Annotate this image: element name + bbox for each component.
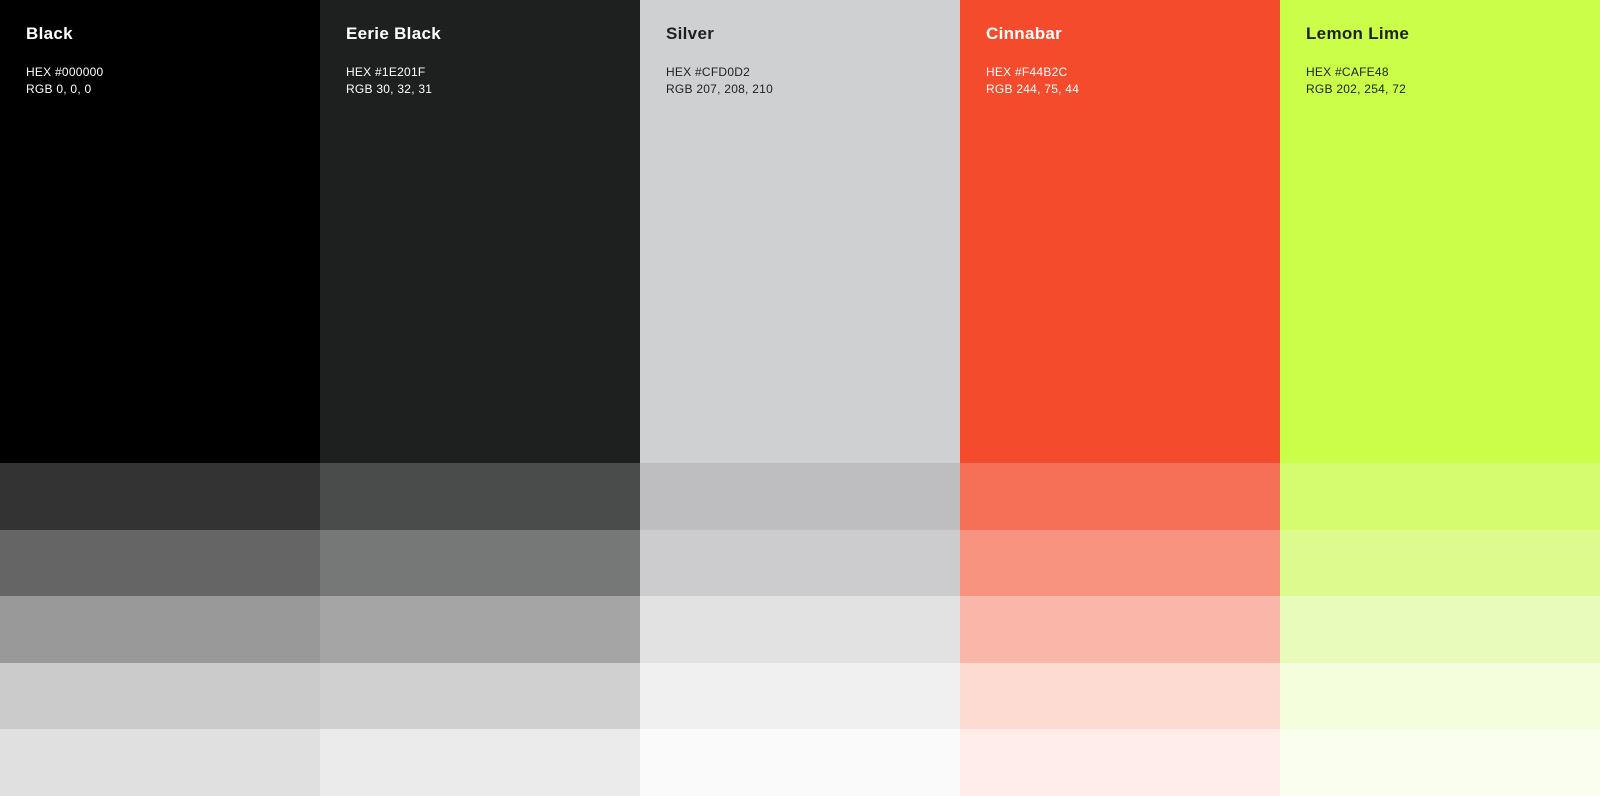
- color-rgb-value: RGB 202, 254, 72: [1306, 82, 1407, 96]
- tint-row: [320, 662, 640, 730]
- tint-row: [640, 463, 960, 530]
- color-rgb-value: RGB 30, 32, 31: [346, 82, 433, 96]
- tint-row: [640, 596, 960, 663]
- tint-row: [320, 529, 640, 597]
- tint-row: [0, 596, 320, 663]
- color-meta: HEX #000000 RGB 0, 0, 0: [26, 64, 294, 98]
- color-meta: HEX #CFD0D2 RGB 207, 208, 210: [666, 64, 934, 98]
- tint-row: [960, 596, 1280, 663]
- tint-row: [320, 463, 640, 530]
- tint-row: [1280, 729, 1600, 796]
- tint-row: [320, 729, 640, 796]
- tint-row: [320, 596, 640, 663]
- swatch-lemon-lime: Lemon Lime HEX #CAFE48 RGB 202, 254, 72: [1280, 0, 1600, 463]
- color-meta: HEX #CAFE48 RGB 202, 254, 72: [1306, 64, 1574, 98]
- tint-row: [960, 529, 1280, 597]
- swatch-cinnabar: Cinnabar HEX #F44B2C RGB 244, 75, 44: [960, 0, 1280, 463]
- tint-row: [960, 662, 1280, 730]
- tint-row: [640, 729, 960, 796]
- tint-row: [960, 729, 1280, 796]
- tint-row: [0, 463, 320, 530]
- tint-row: [1280, 596, 1600, 663]
- color-column-lemon-lime: Lemon Lime HEX #CAFE48 RGB 202, 254, 72: [1280, 0, 1600, 796]
- swatch-eerie-black: Eerie Black HEX #1E201F RGB 30, 32, 31: [320, 0, 640, 463]
- tint-row: [1280, 463, 1600, 530]
- tint-row: [0, 729, 320, 796]
- color-rgb-value: RGB 0, 0, 0: [26, 82, 92, 96]
- color-name: Silver: [666, 24, 715, 43]
- tint-row: [1280, 529, 1600, 597]
- color-name: Lemon Lime: [1306, 24, 1410, 43]
- tint-row: [0, 529, 320, 597]
- color-rgb-value: RGB 207, 208, 210: [666, 82, 773, 96]
- tint-row: [960, 463, 1280, 530]
- tint-row: [0, 662, 320, 730]
- color-name: Eerie Black: [346, 24, 441, 43]
- color-hex-value: HEX #CFD0D2: [666, 65, 751, 79]
- tint-row: [640, 529, 960, 597]
- color-column-eerie-black: Eerie Black HEX #1E201F RGB 30, 32, 31: [320, 0, 640, 796]
- color-name: Black: [26, 24, 73, 43]
- color-name: Cinnabar: [986, 24, 1063, 43]
- color-column-silver: Silver HEX #CFD0D2 RGB 207, 208, 210: [640, 0, 960, 796]
- swatch-silver: Silver HEX #CFD0D2 RGB 207, 208, 210: [640, 0, 960, 463]
- color-column-black: Black HEX #000000 RGB 0, 0, 0: [0, 0, 320, 796]
- color-hex-value: HEX #000000: [26, 65, 104, 79]
- swatch-black: Black HEX #000000 RGB 0, 0, 0: [0, 0, 320, 463]
- color-rgb-value: RGB 244, 75, 44: [986, 82, 1080, 96]
- color-hex-value: HEX #F44B2C: [986, 65, 1068, 79]
- tint-row: [640, 662, 960, 730]
- color-hex-value: HEX #CAFE48: [1306, 65, 1389, 79]
- color-column-cinnabar: Cinnabar HEX #F44B2C RGB 244, 75, 44: [960, 0, 1280, 796]
- tint-row: [1280, 662, 1600, 730]
- color-meta: HEX #F44B2C RGB 244, 75, 44: [986, 64, 1254, 98]
- color-meta: HEX #1E201F RGB 30, 32, 31: [346, 64, 614, 98]
- color-hex-value: HEX #1E201F: [346, 65, 426, 79]
